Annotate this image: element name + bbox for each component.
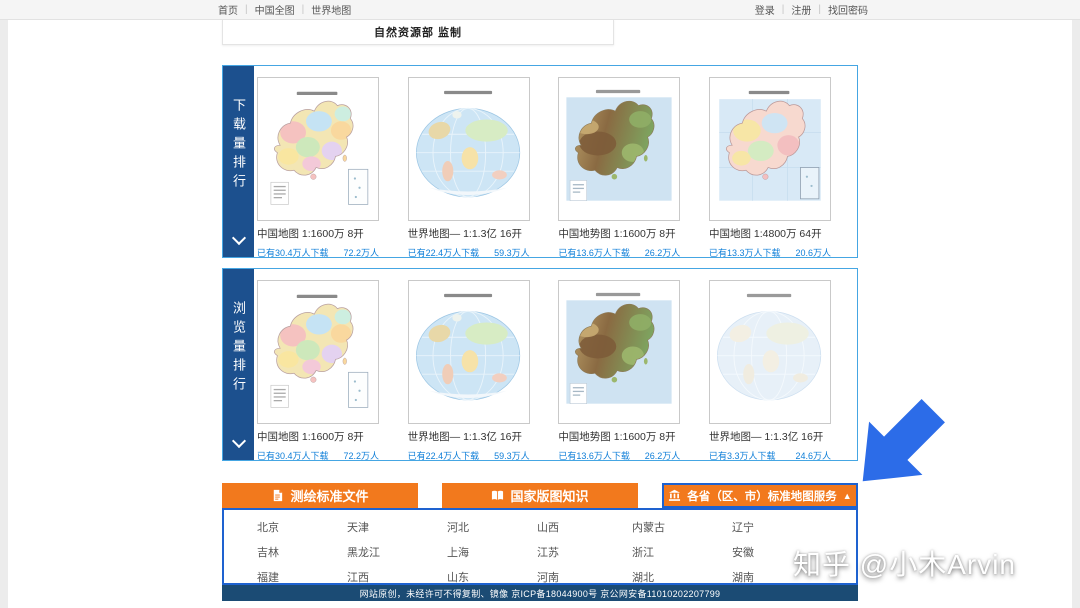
province-link[interactable]: 浙江 — [632, 547, 654, 559]
map-thumbnail-china-political[interactable] — [257, 77, 379, 221]
map-card[interactable]: 世界地图— 1:1.3亿 16开 已有22.4万人下载 59.3万人 — [407, 280, 530, 461]
download-count: 已有22.4万人下载 — [407, 248, 480, 258]
map-title: 世界地图— 1:1.3亿 16开 — [407, 228, 523, 240]
action-button-row: 测绘标准文件 国家版图知识 各省（区、市）标准地图服务 ▲ — [222, 483, 858, 508]
separator: | — [818, 4, 821, 15]
top-utility-bar: 首页 | 中国全图 | 世界地图 登录 | 注册 | 找回密码 — [0, 0, 1080, 20]
view-count: 59.3万人 — [494, 248, 530, 258]
map-title: 中国地图 1:1600万 8开 — [257, 228, 364, 240]
footer-text: 网站原创，未经许可不得复制、镜像 京ICP备18044900号 京公网安备110… — [359, 588, 721, 599]
map-card[interactable]: 世界地图— 1:1.3亿 16开 已有22.4万人下载 59.3万人 — [407, 77, 530, 258]
map-thumbnail-china-terrain[interactable] — [558, 280, 681, 424]
province-link[interactable]: 辽宁 — [732, 522, 754, 534]
view-count: 72.2万人 — [343, 451, 379, 461]
separator: | — [245, 4, 248, 15]
download-count: 已有30.4万人下载 — [257, 248, 329, 258]
map-title: 世界地图— 1:1.3亿 16开 — [708, 431, 824, 443]
login-link[interactable]: 登录 — [754, 6, 775, 17]
map-thumbnail-world[interactable] — [407, 77, 530, 221]
browse-ranking-cards: 中国地图 1:1600万 8开 已有30.4万人下载 72.2万人 世界地图— … — [254, 269, 857, 461]
province-link[interactable]: 山东 — [447, 572, 469, 584]
separator: | — [781, 4, 785, 15]
view-count: 20.6万人 — [795, 248, 831, 258]
map-title: 中国地势图 1:1600万 8开 — [558, 228, 676, 240]
province-link[interactable]: 黑龙江 — [347, 547, 380, 559]
province-link[interactable]: 福建 — [257, 572, 279, 584]
book-icon — [492, 490, 504, 500]
topbar-nav-right: 登录 | 注册 | 找回密码 — [755, 0, 868, 19]
view-count: 26.2万人 — [644, 451, 681, 461]
province-link[interactable]: 河南 — [537, 572, 559, 584]
map-thumbnail-china-terrain[interactable] — [558, 77, 681, 221]
map-title: 中国地图 1:4800万 64开 — [708, 228, 822, 240]
map-thumbnail-china-political[interactable] — [257, 280, 379, 424]
separator: | — [301, 4, 305, 15]
site-header-box: 自然资源部 监制 — [222, 19, 614, 45]
province-link[interactable]: 上海 — [447, 547, 469, 559]
annotation-arrow-icon — [862, 399, 945, 482]
province-link[interactable]: 江西 — [347, 572, 369, 584]
province-link[interactable]: 安徽 — [732, 547, 754, 559]
view-count: 59.3万人 — [494, 451, 530, 461]
browse-ranking-sidebar: 浏览量排行 — [223, 269, 254, 460]
surveying-standards-button[interactable]: 测绘标准文件 — [222, 483, 418, 508]
province-link[interactable]: 天津 — [347, 522, 369, 534]
map-thumbnail-world-pale[interactable] — [708, 280, 831, 424]
nav-world-map-link[interactable]: 世界地图 — [311, 6, 352, 17]
document-icon — [274, 489, 283, 502]
button-label: 测绘标准文件 — [290, 489, 369, 504]
map-title: 中国地图 1:1600万 8开 — [257, 431, 364, 443]
chevron-up-icon: ▲ — [842, 490, 852, 501]
download-count: 已有30.4万人下载 — [257, 451, 329, 461]
download-count: 已有13.6万人下载 — [558, 451, 630, 461]
download-ranking-section: 下载量排行 中国地图 1:1600万 8开 已有30.4万人下载 72.2万人 … — [222, 65, 858, 258]
province-link[interactable]: 北京 — [257, 522, 279, 534]
topbar-nav-left: 首页 | 中国全图 | 世界地图 — [218, 0, 351, 19]
browse-ranking-label: 浏览量排行 — [231, 301, 246, 396]
nav-home-link[interactable]: 首页 — [218, 6, 238, 17]
browse-ranking-section: 浏览量排行 中国地图 1:1600万 8开 已有30.4万人下载 72.2万人 … — [222, 268, 858, 461]
download-count: 已有13.6万人下载 — [558, 248, 630, 258]
map-card[interactable]: 中国地图 1:1600万 8开 已有30.4万人下载 72.2万人 — [257, 77, 379, 258]
map-title: 世界地图— 1:1.3亿 16开 — [407, 431, 523, 443]
footer-bar: 网站原创，未经许可不得复制、镜像 京ICP备18044900号 京公网安备110… — [222, 585, 858, 601]
download-count: 已有13.3万人下载 — [708, 248, 781, 258]
map-card[interactable]: 中国地图 1:1600万 8开 已有30.4万人下载 72.2万人 — [257, 280, 379, 461]
download-ranking-sidebar: 下载量排行 — [223, 66, 254, 257]
provinces-panel: 北京 天津 河北 山西 内蒙古 辽宁 吉林 黑龙江 上海 江苏 浙江 安徽 福建… — [222, 508, 858, 585]
map-card[interactable]: 中国地势图 1:1600万 8开 已有13.6万人下载 26.2万人 — [558, 77, 681, 258]
view-count: 26.2万人 — [644, 248, 681, 258]
province-link[interactable]: 湖南 — [732, 572, 754, 584]
map-card[interactable]: 中国地势图 1:1600万 8开 已有13.6万人下载 26.2万人 — [558, 280, 681, 461]
province-link[interactable]: 内蒙古 — [632, 522, 665, 534]
map-thumbnail-world[interactable] — [407, 280, 530, 424]
province-link[interactable]: 吉林 — [257, 547, 279, 559]
province-link[interactable]: 湖北 — [632, 572, 654, 584]
download-count: 已有22.4万人下载 — [407, 451, 480, 461]
download-ranking-cards: 中国地图 1:1600万 8开 已有30.4万人下载 72.2万人 世界地图— … — [254, 66, 857, 258]
provinces-grid: 北京 天津 河北 山西 内蒙古 辽宁 吉林 黑龙江 上海 江苏 浙江 安徽 福建… — [224, 510, 856, 585]
map-title: 中国地势图 1:1600万 8开 — [558, 431, 676, 443]
supervisor-label: 自然资源部 监制 — [373, 26, 463, 39]
map-thumbnail-china-small-scale[interactable] — [708, 77, 831, 221]
map-card[interactable]: 中国地图 1:4800万 64开 已有13.3万人下载 20.6万人 — [708, 77, 831, 258]
view-count: 24.6万人 — [795, 451, 831, 461]
province-link[interactable]: 河北 — [447, 522, 469, 534]
button-label: 国家版图知识 — [510, 489, 589, 504]
watermark-text: 知乎 @小木Arvin — [793, 549, 1016, 580]
download-ranking-label: 下载量排行 — [231, 98, 246, 193]
provincial-standard-maps-button[interactable]: 各省（区、市）标准地图服务 ▲ — [662, 483, 858, 508]
province-link[interactable]: 山西 — [537, 522, 559, 534]
register-link[interactable]: 注册 — [791, 6, 812, 17]
building-icon — [669, 489, 681, 501]
button-label: 各省（区、市）标准地图服务 — [687, 490, 837, 503]
recover-password-link[interactable]: 找回密码 — [828, 6, 868, 17]
province-link[interactable]: 江苏 — [537, 547, 559, 559]
national-map-knowledge-button[interactable]: 国家版图知识 — [442, 483, 638, 508]
map-card[interactable]: 世界地图— 1:1.3亿 16开 已有3.3万人下载 24.6万人 — [708, 280, 831, 461]
nav-china-map-link[interactable]: 中国全图 — [254, 6, 295, 17]
download-count: 已有3.3万人下载 — [708, 451, 776, 461]
view-count: 72.2万人 — [343, 248, 379, 258]
